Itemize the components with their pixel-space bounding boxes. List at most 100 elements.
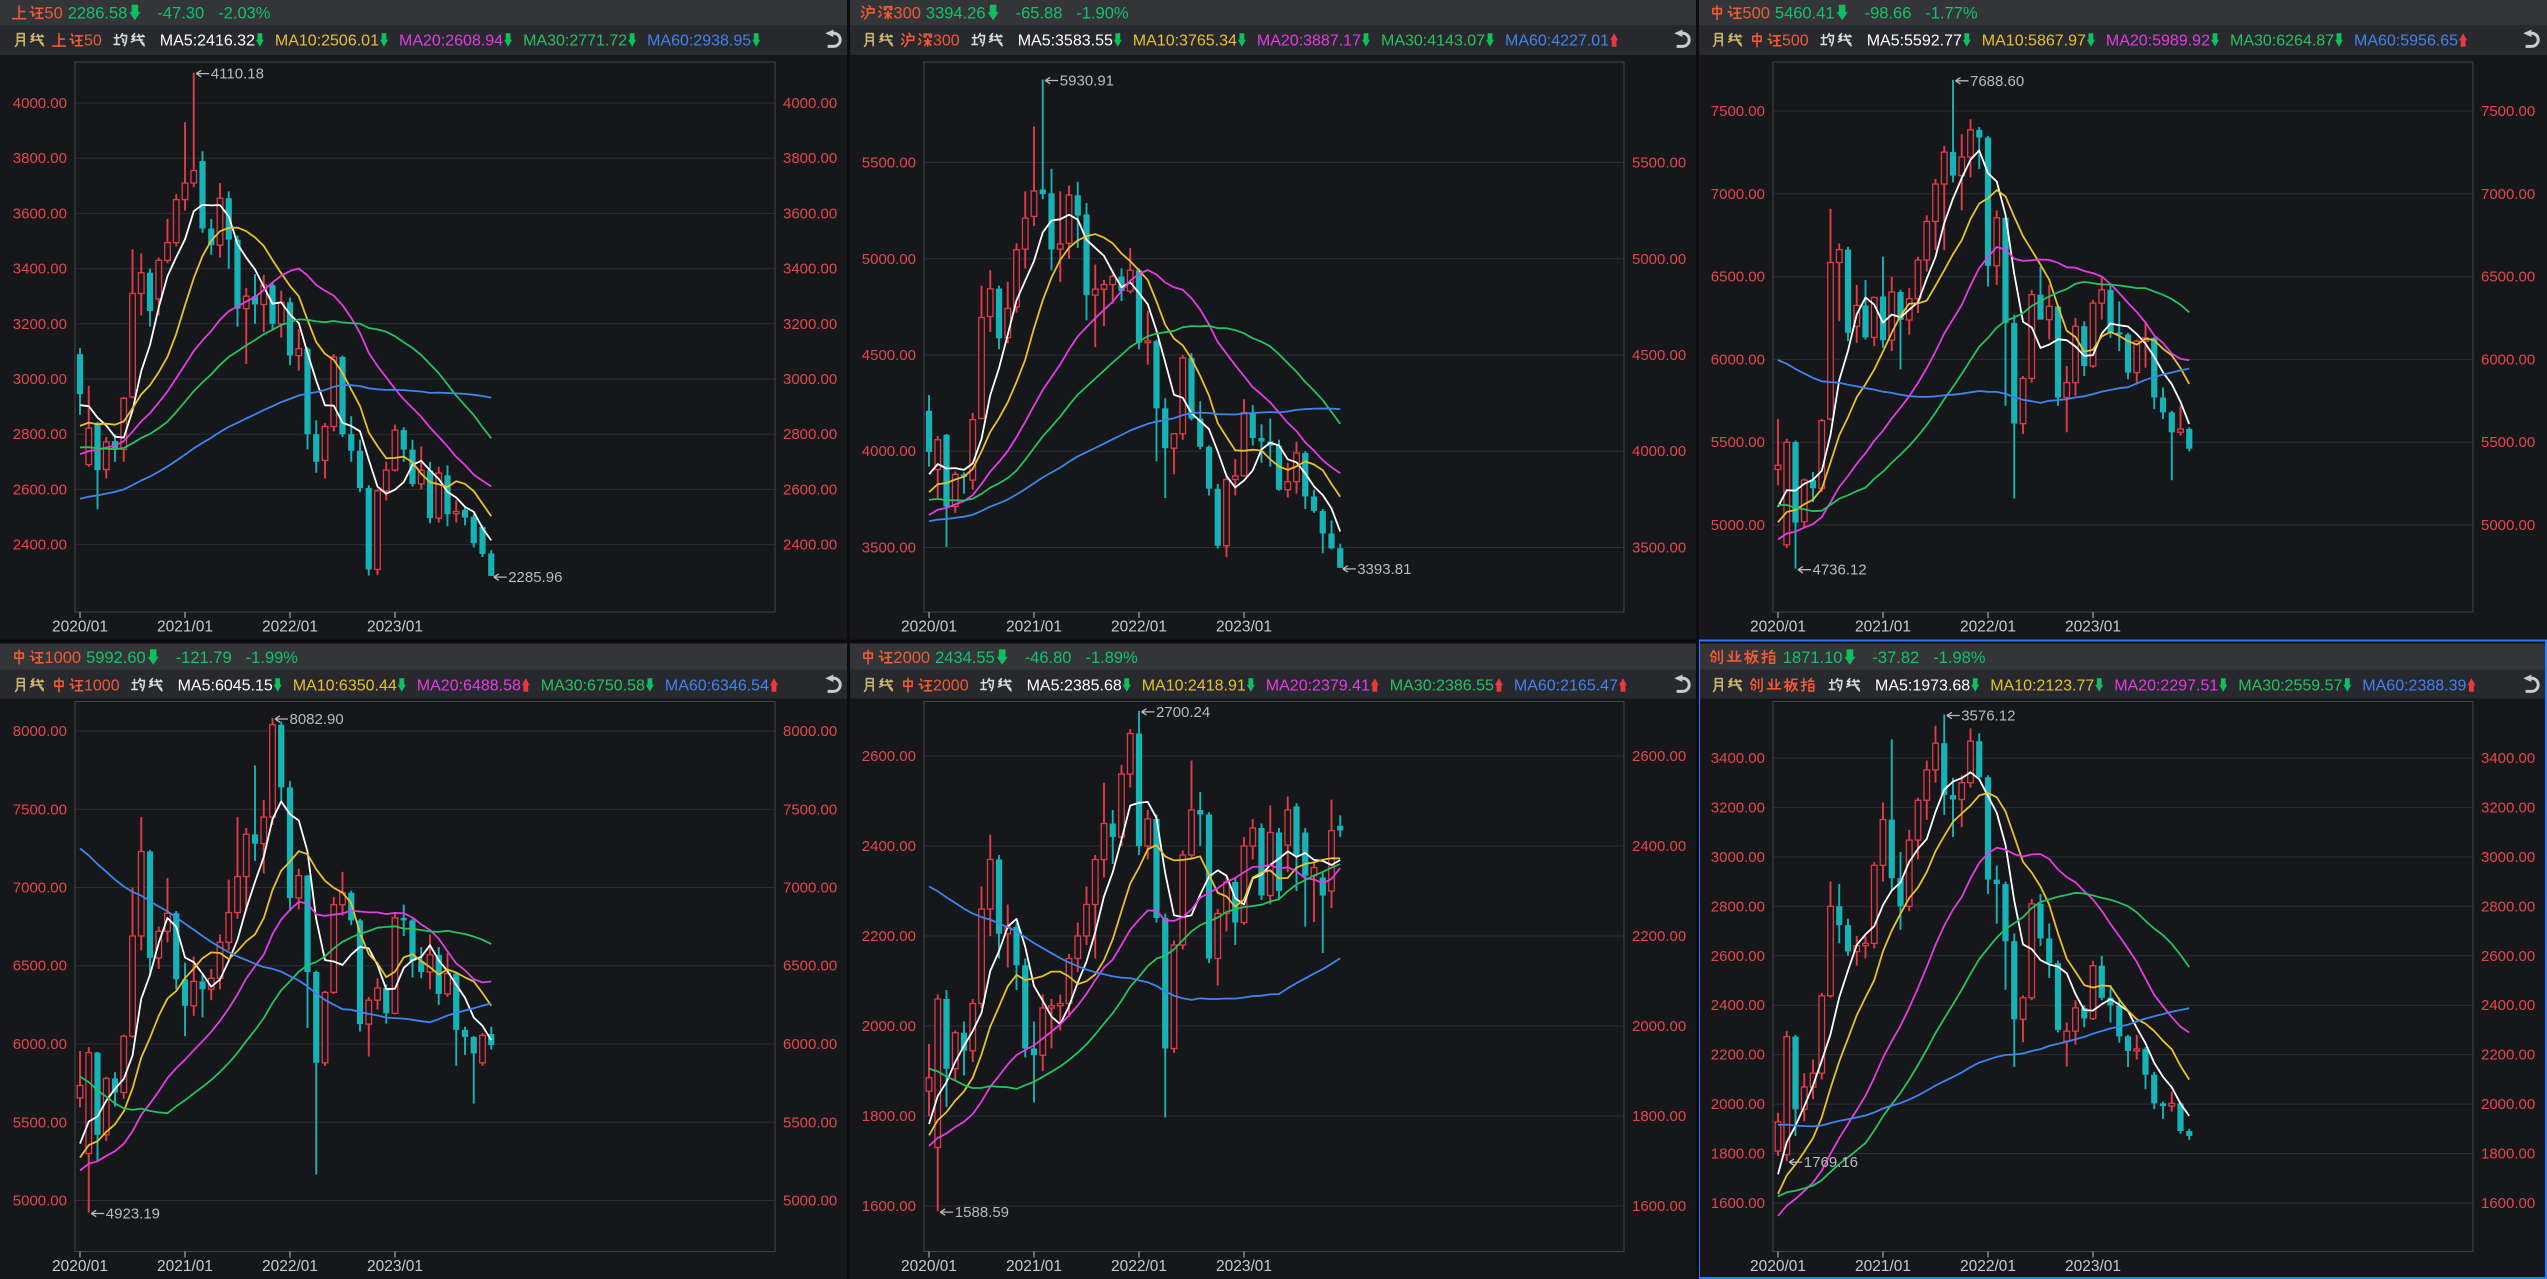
svg-text:6500.00: 6500.00 [13, 958, 67, 975]
svg-text:7000.00: 7000.00 [2481, 186, 2535, 203]
svg-text:MA5:1973.68: MA5:1973.68 [1875, 678, 1970, 695]
svg-text:1000: 1000 [44, 649, 81, 667]
svg-text:5000.00: 5000.00 [2481, 517, 2535, 534]
svg-text:4000.00: 4000.00 [13, 95, 67, 112]
svg-text:2022/01: 2022/01 [1111, 1258, 1167, 1275]
svg-text:5000.00: 5000.00 [13, 1193, 67, 1210]
svg-text:-37.82: -37.82 [1872, 649, 1919, 667]
svg-text:4736.12: 4736.12 [1813, 562, 1867, 579]
svg-text:MA20:5989.92: MA20:5989.92 [2106, 33, 2210, 50]
svg-text:2400.00: 2400.00 [862, 838, 916, 855]
svg-text:3393.81: 3393.81 [1357, 561, 1411, 578]
svg-text:MA30:2771.72: MA30:2771.72 [523, 33, 627, 50]
svg-text:6000.00: 6000.00 [13, 1036, 67, 1053]
svg-text:3200.00: 3200.00 [2481, 799, 2535, 816]
svg-text:1769.16: 1769.16 [1804, 1154, 1858, 1171]
svg-text:-46.80: -46.80 [1025, 649, 1072, 667]
svg-text:2023/01: 2023/01 [2065, 619, 2121, 636]
svg-text:4923.19: 4923.19 [106, 1206, 160, 1223]
svg-text:2021/01: 2021/01 [1855, 1258, 1911, 1275]
svg-text:5930.91: 5930.91 [1060, 73, 1114, 90]
svg-text:2021/01: 2021/01 [1855, 619, 1911, 636]
svg-text:MA60:2165.47: MA60:2165.47 [1514, 678, 1618, 695]
svg-text:3800.00: 3800.00 [13, 150, 67, 167]
svg-text:8000.00: 8000.00 [13, 723, 67, 740]
svg-text:1871.10: 1871.10 [1783, 649, 1843, 667]
svg-text:6000.00: 6000.00 [2481, 351, 2535, 368]
svg-text:2021/01: 2021/01 [157, 619, 213, 636]
svg-text:5500.00: 5500.00 [862, 155, 916, 172]
svg-text:3000.00: 3000.00 [783, 371, 837, 388]
svg-text:MA20:2608.94: MA20:2608.94 [399, 33, 503, 50]
svg-text:2020/01: 2020/01 [52, 619, 108, 636]
svg-text:MA10:6350.44: MA10:6350.44 [293, 678, 397, 695]
svg-text:1588.59: 1588.59 [955, 1204, 1009, 1221]
svg-text:7000.00: 7000.00 [13, 880, 67, 897]
svg-text:2000.00: 2000.00 [1632, 1018, 1686, 1035]
svg-text:2400.00: 2400.00 [783, 537, 837, 554]
svg-text:MA30:6264.87: MA30:6264.87 [2230, 33, 2334, 50]
svg-text:MA5:6045.15: MA5:6045.15 [178, 678, 273, 695]
svg-text:4500.00: 4500.00 [862, 347, 916, 364]
svg-text:MA5:2416.32: MA5:2416.32 [160, 33, 255, 50]
svg-text:MA60:6346.54: MA60:6346.54 [665, 678, 769, 695]
svg-text:2200.00: 2200.00 [1711, 1047, 1765, 1064]
svg-text:7500.00: 7500.00 [783, 801, 837, 818]
svg-text:2285.96: 2285.96 [508, 569, 562, 586]
svg-text:2000.00: 2000.00 [2481, 1096, 2535, 1113]
svg-text:300: 300 [893, 5, 921, 23]
svg-text:1000: 1000 [84, 678, 120, 695]
svg-text:2020/01: 2020/01 [901, 1258, 957, 1275]
svg-text:MA20:2297.51: MA20:2297.51 [2114, 678, 2218, 695]
svg-text:MA5:3583.55: MA5:3583.55 [1018, 33, 1113, 50]
svg-text:1800.00: 1800.00 [1632, 1108, 1686, 1125]
svg-text:4110.18: 4110.18 [211, 66, 264, 83]
svg-text:2021/01: 2021/01 [1006, 1258, 1062, 1275]
svg-text:2022/01: 2022/01 [1960, 619, 2016, 636]
svg-text:3800.00: 3800.00 [783, 150, 837, 167]
svg-text:3200.00: 3200.00 [1711, 799, 1765, 816]
svg-text:-47.30: -47.30 [157, 5, 204, 23]
svg-text:2200.00: 2200.00 [2481, 1047, 2535, 1064]
svg-text:MA60:2938.95: MA60:2938.95 [647, 33, 751, 50]
svg-text:2021/01: 2021/01 [1006, 619, 1062, 636]
svg-text:2400.00: 2400.00 [1632, 838, 1686, 855]
svg-text:-98.66: -98.66 [1865, 5, 1912, 23]
svg-text:-1.90%: -1.90% [1076, 5, 1129, 23]
svg-text:5500.00: 5500.00 [1632, 155, 1686, 172]
svg-text:2023/01: 2023/01 [1216, 619, 1272, 636]
svg-text:4000.00: 4000.00 [783, 95, 837, 112]
svg-text:2600.00: 2600.00 [2481, 948, 2535, 965]
svg-text:2600.00: 2600.00 [1632, 748, 1686, 765]
svg-text:2020/01: 2020/01 [901, 619, 957, 636]
svg-text:2022/01: 2022/01 [262, 619, 318, 636]
svg-text:3500.00: 3500.00 [862, 540, 916, 557]
svg-text:2600.00: 2600.00 [1711, 948, 1765, 965]
svg-text:2020/01: 2020/01 [52, 1258, 108, 1275]
svg-text:2600.00: 2600.00 [862, 748, 916, 765]
svg-text:6000.00: 6000.00 [1711, 351, 1765, 368]
svg-text:5992.60: 5992.60 [86, 649, 146, 667]
svg-text:5000.00: 5000.00 [1711, 517, 1765, 534]
svg-text:50: 50 [84, 33, 102, 50]
svg-text:7000.00: 7000.00 [1711, 186, 1765, 203]
svg-text:-1.77%: -1.77% [1925, 5, 1978, 23]
svg-text:MA10:3765.34: MA10:3765.34 [1133, 33, 1237, 50]
svg-text:3200.00: 3200.00 [13, 316, 67, 333]
svg-text:3400.00: 3400.00 [2481, 750, 2535, 767]
svg-text:5000.00: 5000.00 [783, 1193, 837, 1210]
svg-text:3394.26: 3394.26 [926, 5, 986, 23]
svg-text:2020/01: 2020/01 [1750, 619, 1806, 636]
svg-text:MA30:2559.57: MA30:2559.57 [2238, 678, 2342, 695]
svg-text:7500.00: 7500.00 [2481, 103, 2535, 120]
svg-text:5500.00: 5500.00 [1711, 434, 1765, 451]
svg-text:MA30:4143.07: MA30:4143.07 [1381, 33, 1485, 50]
svg-text:5500.00: 5500.00 [2481, 434, 2535, 451]
svg-text:3600.00: 3600.00 [783, 205, 837, 222]
svg-text:3000.00: 3000.00 [2481, 849, 2535, 866]
svg-text:MA20:6488.58: MA20:6488.58 [417, 678, 521, 695]
svg-text:2800.00: 2800.00 [13, 426, 67, 443]
svg-text:2800.00: 2800.00 [2481, 898, 2535, 915]
svg-text:3600.00: 3600.00 [13, 205, 67, 222]
svg-text:2000.00: 2000.00 [862, 1018, 916, 1035]
